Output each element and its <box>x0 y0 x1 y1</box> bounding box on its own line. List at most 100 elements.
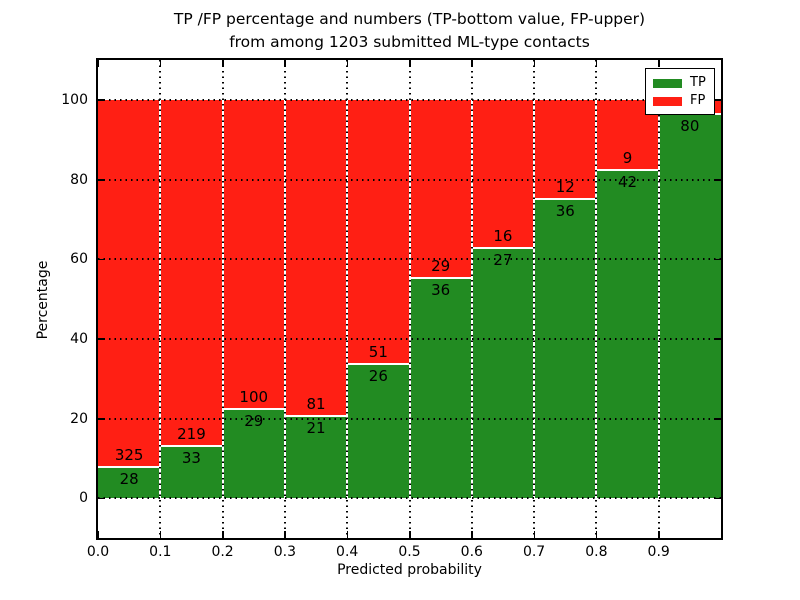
tp-count-label: 80 <box>680 117 700 136</box>
tp-count-label: 36 <box>431 280 451 299</box>
plot-area: 325 28 219 33 100 29 81 21 51 26 29 36 16 27 12 36 9 42 80 <box>96 58 723 540</box>
bar-segment-edge <box>284 415 348 418</box>
chart-title-line2: from among 1203 submitted ML-type contac… <box>229 33 590 51</box>
tp-count-label: 21 <box>306 419 326 438</box>
x-tick-mark-top <box>159 60 162 67</box>
y-tick-label: 80 <box>70 171 88 188</box>
y-axis-label: Percentage <box>35 260 51 340</box>
fp-bar-segment <box>222 99 285 409</box>
x-tick-label: 0.7 <box>522 544 546 560</box>
tp-bar-segment <box>284 416 348 499</box>
fp-count-label: 325 <box>114 445 144 464</box>
y-tick-mark <box>98 179 105 181</box>
x-axis-label: Predicted probability <box>337 562 482 578</box>
x-tick-label: 0.4 <box>336 544 359 560</box>
x-tick-mark <box>98 531 99 538</box>
fp-count-label: 16 <box>493 227 513 246</box>
fp-bar-segment <box>534 99 597 200</box>
legend-item-fp: FP <box>653 92 714 110</box>
x-tick-mark <box>346 531 349 538</box>
x-tick-mark <box>533 531 536 538</box>
fp-bar-segment <box>471 99 535 249</box>
x-tick-mark <box>595 531 598 538</box>
x-tick-mark-top <box>346 60 349 67</box>
tp-bar-segment <box>409 277 472 499</box>
x-tick-mark-top <box>595 60 598 67</box>
y-tick-mark-right <box>714 99 721 101</box>
fp-bar-segment <box>98 99 161 467</box>
x-tick-label: 0.5 <box>398 544 421 560</box>
bar-segment-edge <box>98 465 161 468</box>
fp-bar-segment <box>284 99 348 417</box>
tp-bar-segment <box>658 114 721 499</box>
tp-count-label: 28 <box>119 469 139 488</box>
tp-count-label: 33 <box>181 449 201 467</box>
fp-count-label: 29 <box>431 256 451 275</box>
y-tick-mark <box>98 338 105 340</box>
vertical-gridline <box>533 60 536 538</box>
y-tick-label: 20 <box>70 410 88 427</box>
x-tick-label: 0.3 <box>273 544 297 560</box>
x-tick-label: 0.9 <box>647 544 670 560</box>
tp-count-label: 42 <box>617 173 638 192</box>
fp-legend-swatch <box>653 96 682 106</box>
x-tick-label: 0.1 <box>149 544 172 560</box>
x-tick-mark-top <box>658 60 660 67</box>
vertical-gridline <box>595 60 598 538</box>
y-tick-mark <box>98 418 105 420</box>
y-tick-mark-right <box>714 418 721 420</box>
bar-segment-edge <box>471 247 535 250</box>
y-tick-mark-right <box>714 497 721 500</box>
vertical-gridline <box>657 60 660 538</box>
bar-segment-edge <box>534 198 597 201</box>
y-tick-label: 40 <box>70 330 88 347</box>
tp-bar-segment <box>596 170 659 499</box>
y-tick-label: 100 <box>61 91 88 108</box>
bar-segment-edge <box>222 407 285 410</box>
y-tick-mark-right <box>714 338 721 340</box>
tp-count-label: 27 <box>493 251 513 270</box>
tp-bar-segment <box>222 408 285 499</box>
fp-count-label: 12 <box>555 178 575 197</box>
bar-segment-edge <box>409 276 472 279</box>
y-tick-mark-right <box>714 258 721 261</box>
tp-legend-swatch <box>653 78 682 88</box>
bar-segment-edge <box>347 362 410 365</box>
y-tick-label: 60 <box>70 251 88 268</box>
vertical-gridline <box>470 60 473 538</box>
fp-count-label: 81 <box>306 395 326 414</box>
tp-bar-segment <box>347 363 410 499</box>
vertical-gridline <box>346 60 349 538</box>
x-tick-mark <box>284 531 286 538</box>
x-tick-mark <box>159 531 162 538</box>
fp-count-label: 9 <box>622 149 633 168</box>
fp-bar-segment <box>160 99 223 446</box>
x-tick-mark <box>409 531 411 538</box>
x-tick-label: 0.6 <box>460 544 483 560</box>
x-tick-mark-top <box>284 60 286 67</box>
tp-count-label: 26 <box>368 366 388 385</box>
chart-title-line1: TP /FP percentage and numbers (TP-bottom… <box>173 10 646 28</box>
y-tick-mark-right <box>714 179 721 181</box>
y-tick-label: 0 <box>79 490 88 507</box>
tp-bar-segment <box>98 466 161 499</box>
bar-segment-edge <box>160 445 223 447</box>
x-tick-mark <box>658 531 660 538</box>
x-tick-label: 0.2 <box>211 544 234 560</box>
x-tick-mark <box>471 531 473 538</box>
legend-label-tp: TP <box>690 75 706 90</box>
x-tick-mark <box>222 531 224 538</box>
x-tick-mark-top <box>533 60 536 67</box>
x-tick-label: 0.8 <box>585 544 608 560</box>
tp-bar-segment <box>160 446 223 499</box>
vertical-gridline <box>283 60 286 538</box>
legend-item-tp: TP <box>653 74 714 92</box>
legend: TP FP <box>645 68 715 115</box>
legend-label-fp: FP <box>690 93 706 108</box>
chart-title: TP /FP percentage and numbers (TP-bottom… <box>98 8 721 54</box>
fp-bar-segment <box>347 99 410 364</box>
tp-bar-segment <box>534 199 597 499</box>
x-tick-mark-top <box>409 60 411 67</box>
y-tick-mark <box>98 99 105 101</box>
